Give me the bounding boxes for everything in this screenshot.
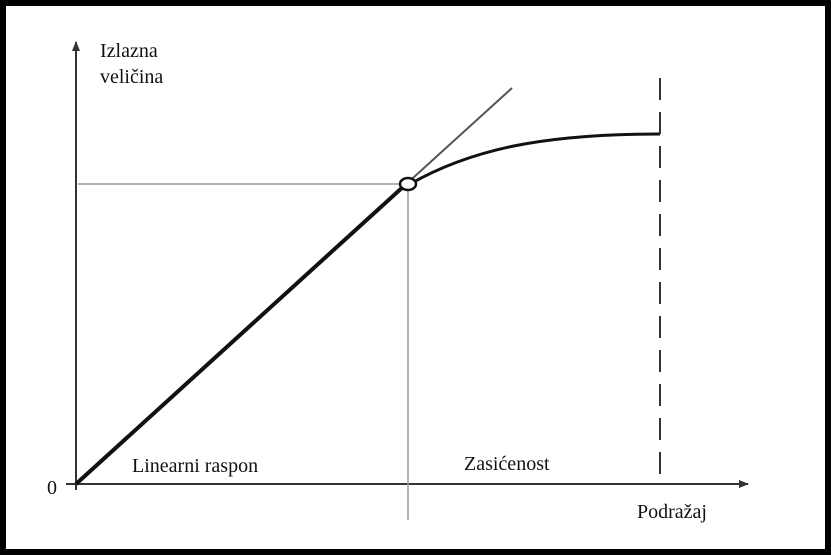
linear-range-label: Linearni raspon (132, 455, 259, 477)
origin-label: 0 (47, 477, 57, 499)
response-curve-linear-segment (74, 184, 406, 486)
response-curve-saturation-segment (409, 132, 661, 186)
x-axis-label: Podražaj (637, 501, 707, 523)
y-axis-label-line2: veličina (100, 66, 164, 88)
operating-point-marker (398, 176, 418, 192)
y-axis-label-line1: Izlazna (100, 40, 158, 62)
saturation-label: Zasićenost (464, 453, 550, 475)
